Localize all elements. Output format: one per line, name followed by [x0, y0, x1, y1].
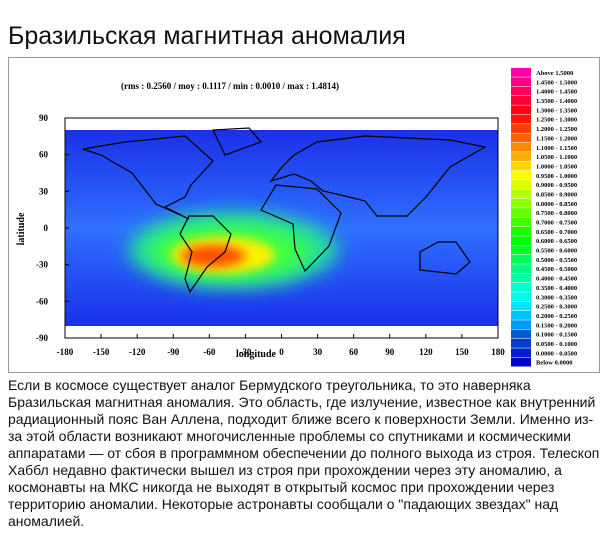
legend-swatch — [511, 329, 531, 339]
x-tick-label: 180 — [491, 347, 505, 357]
legend-swatch — [511, 198, 531, 208]
legend-swatch — [511, 273, 531, 283]
legend-swatch — [511, 348, 531, 358]
legend-label: 0.4500 - 0.5000 — [536, 266, 577, 273]
x-tick-label: 60 — [349, 347, 359, 357]
legend-swatch — [511, 105, 531, 115]
legend-label: 1.2000 - 1.2500 — [536, 126, 577, 133]
x-label: longitude — [236, 349, 277, 360]
coastlines — [82, 127, 487, 294]
legend: Above 1.5000 1.4500 - 1.5000 1.4000 - 1.45… — [511, 68, 577, 367]
legend-label: 0.8500 - 0.9000 — [536, 191, 577, 198]
legend-label: 0.9500 - 1.0000 — [536, 173, 577, 180]
y-tick-label: -60 — [36, 296, 48, 306]
y-tick-label: -90 — [36, 333, 48, 343]
legend-label: 1.0500 - 1.1000 — [536, 154, 577, 161]
legend-label: 0.8000 - 0.8500 — [536, 201, 577, 208]
legend-swatch — [511, 208, 531, 217]
legend-swatch — [511, 217, 531, 227]
legend-label: 0.2000 - 0.2500 — [536, 313, 577, 320]
x-tick-label: -150 — [93, 347, 110, 357]
body-text: Если в космосе существует аналог Бермудс… — [8, 377, 600, 529]
legend-label: 0.9000 - 0.9500 — [536, 182, 577, 189]
x-tick-label: -120 — [129, 347, 146, 357]
legend-swatch — [511, 282, 531, 292]
legend-swatch — [511, 189, 531, 199]
legend-label: 0.3000 - 0.3500 — [536, 294, 577, 301]
legend-label: 1.2500 - 1.3000 — [536, 117, 577, 124]
legend-swatch — [511, 86, 531, 96]
legend-label: 0.2500 - 0.3000 — [536, 304, 577, 311]
y-label: latitude — [16, 212, 27, 245]
y-tick-label: 30 — [39, 186, 49, 196]
x-tick-label: 120 — [419, 347, 433, 357]
legend-label: 0.7000 - 0.7500 — [536, 220, 577, 227]
legend-label: 1.4500 - 1.5000 — [536, 79, 577, 86]
figure: (rms : 0.2560 / moy : 0.1117 / min : 0.0… — [8, 57, 600, 373]
legend-label: 0.0500 - 0.1000 — [536, 341, 577, 348]
legend-label: Below 0.0000 — [536, 360, 572, 367]
x-tick-label: 0 — [279, 347, 284, 357]
legend-label: 1.3500 - 1.4000 — [536, 98, 577, 105]
legend-swatch — [511, 264, 531, 274]
stats: (rms : 0.2560 / moy : 0.1117 / min : 0.0… — [121, 81, 339, 91]
legend-label: 0.4000 - 0.4500 — [536, 276, 577, 283]
x-tick-label: 90 — [385, 347, 395, 357]
map — [64, 117, 499, 339]
legend-swatch — [511, 170, 531, 180]
legend-swatch — [511, 236, 531, 246]
legend-swatch — [511, 161, 531, 171]
legend-label: 1.4000 - 1.4500 — [536, 89, 577, 96]
y-tick-label: 60 — [39, 150, 49, 160]
legend-label: 1.3000 - 1.3500 — [536, 107, 577, 114]
legend-swatch — [511, 180, 531, 189]
legend-label: 0.1500 - 0.2000 — [536, 322, 577, 329]
legend-swatch — [511, 152, 531, 161]
legend-label: 0.1000 - 0.1500 — [536, 332, 577, 339]
legend-swatch — [511, 133, 531, 143]
x-tick-label: 150 — [455, 347, 469, 357]
x-tick-label: -90 — [167, 347, 179, 357]
legend-label: 0.5000 - 0.5500 — [536, 257, 577, 264]
legend-swatch — [511, 96, 531, 105]
legend-label: Above 1.5000 — [536, 70, 573, 77]
legend-swatch — [511, 320, 531, 330]
legend-swatch — [511, 292, 531, 302]
legend-swatch — [511, 301, 531, 311]
legend-label: 1.1500 - 1.2000 — [536, 135, 577, 142]
legend-label: 1.0000 - 1.0500 — [536, 163, 577, 170]
legend-label: 0.6000 - 0.6500 — [536, 238, 577, 245]
legend-swatch — [511, 124, 531, 133]
legend-swatch — [511, 357, 531, 367]
x-tick-label: 30 — [313, 347, 323, 357]
legend-swatch — [511, 114, 531, 124]
legend-swatch — [511, 226, 531, 236]
legend-label: 0.6500 - 0.7000 — [536, 229, 577, 236]
legend-swatch — [511, 142, 531, 152]
legend-label: 0.3500 - 0.4000 — [536, 285, 577, 292]
legend-label: 1.1000 - 1.1500 — [536, 145, 577, 152]
ticks: -180 -150 -120 -90 -60 -30 0 30 60 90 120 150 180 90 6… — [36, 113, 505, 357]
legend-swatch — [511, 338, 531, 348]
x-tick-label: -30 — [239, 347, 251, 357]
legend-swatch — [511, 310, 531, 320]
title: Бразильская магнитная аномалия — [8, 22, 406, 50]
legend-swatch — [511, 254, 531, 264]
y-tick-label: 0 — [44, 223, 49, 233]
legend-label: 0.5500 - 0.6000 — [536, 248, 577, 255]
anomaly-red — [181, 245, 245, 267]
y-tick-label: 90 — [39, 113, 49, 123]
x-tick-label: -60 — [203, 347, 215, 357]
y-tick-label: -30 — [36, 260, 48, 270]
x-tick-label: -180 — [57, 347, 74, 357]
legend-label: 0.7500 - 0.8000 — [536, 210, 577, 217]
legend-swatch — [511, 68, 531, 77]
legend-label: 0.0000 - 0.0500 — [536, 350, 577, 357]
legend-swatch — [511, 77, 531, 87]
legend-swatch — [511, 245, 531, 255]
